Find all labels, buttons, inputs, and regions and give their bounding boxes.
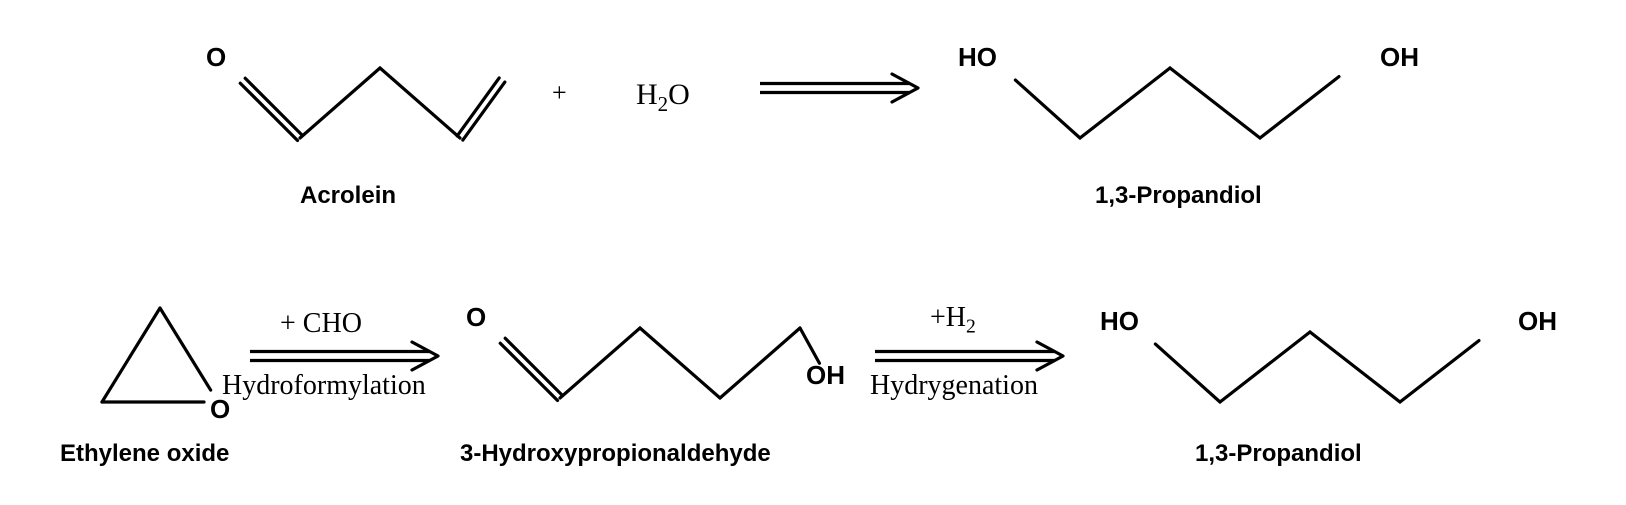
atom-OH-propandiol1: OH [1380, 42, 1419, 73]
reagent-hydrogenation: Hydrygenation [870, 370, 1038, 402]
mol-hpa [470, 300, 850, 420]
mol-propandiol-r2 [1110, 300, 1550, 420]
atom-OH-propandiol2: OH [1518, 306, 1557, 337]
plus-sign-row1: + [552, 78, 567, 108]
compound-label-ethylene-oxide: Ethylene oxide [60, 440, 229, 468]
compound-label-propandiol2: 1,3-Propandiol [1195, 440, 1362, 468]
canvas: O Acrolein + H2O HO OH 1,3-Propandiol O … [0, 0, 1626, 505]
compound-label-propandiol1: 1,3-Propandiol [1095, 182, 1262, 210]
mol-ethylene-oxide: O [90, 300, 230, 420]
compound-label-hpa: 3-Hydroxypropionaldehyde [460, 440, 771, 468]
compound-label-acrolein: Acrolein [300, 182, 396, 210]
atom-OH-hpa: OH [806, 360, 845, 391]
arrow-row1 [760, 68, 940, 108]
formula-h2o: H2O [636, 78, 690, 117]
mol-acrolein [210, 40, 510, 160]
reagent-hydroformylation: Hydroformylation [222, 370, 426, 402]
mol-propandiol-r1 [970, 40, 1410, 160]
atom-O-acrolein: O [206, 42, 226, 73]
reagent-plus-h2: +H2 [930, 302, 976, 339]
